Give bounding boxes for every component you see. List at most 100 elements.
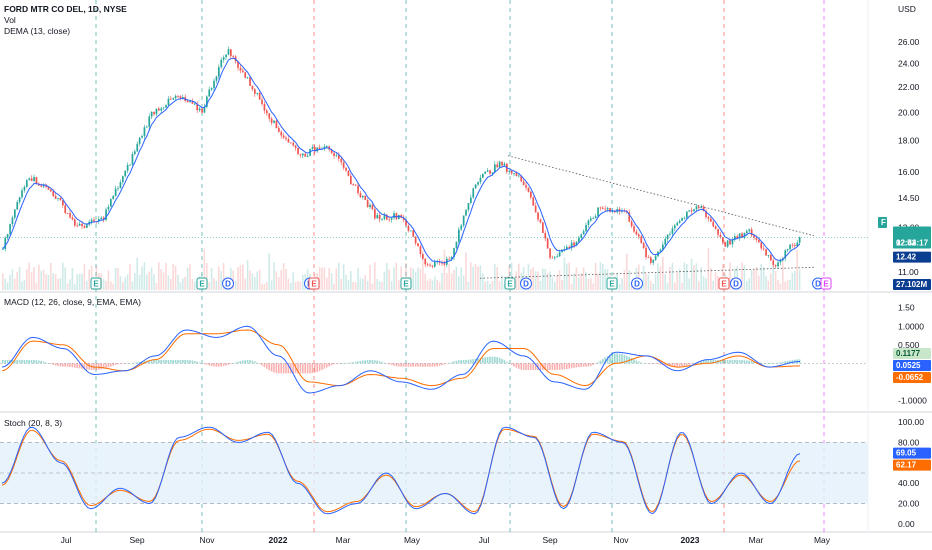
volume-bar [690, 258, 693, 290]
candle [6, 234, 9, 238]
macd-legend[interactable]: MACD (12, 26, close, 9, EMA, EMA) [4, 297, 141, 307]
macd-hist-bar [650, 363, 652, 364]
earnings-marker[interactable]: E [504, 277, 516, 290]
macd-hist-bar [126, 363, 129, 364]
volume-bar [453, 269, 455, 290]
macd-hist-bar [669, 363, 671, 367]
stoch-legend[interactable]: Stoch (20, 8, 3) [4, 418, 63, 428]
volume-bar [246, 260, 249, 290]
candle [333, 152, 335, 156]
macd-hist-bar [573, 363, 575, 368]
macd-hist-bar [258, 363, 261, 364]
earnings-marker[interactable]: E [308, 277, 320, 290]
candle [362, 195, 364, 198]
volume-bar [501, 275, 503, 290]
svg-text:0.1177: 0.1177 [896, 349, 921, 358]
macd-hist-bar [182, 360, 184, 364]
earnings-marker[interactable]: E [820, 277, 832, 290]
earnings-marker[interactable]: E [90, 277, 102, 290]
macd-hist-bar [578, 363, 580, 368]
volume-bar [158, 262, 160, 290]
macd-hist-bar [35, 360, 38, 364]
macd-hist-bar [184, 360, 186, 364]
macd-hist-bar [112, 363, 114, 366]
dividend-marker[interactable]: D [520, 277, 532, 290]
candle [54, 196, 57, 199]
candle [357, 185, 359, 194]
volume-bar [534, 271, 537, 290]
macd-hist-bar [215, 363, 218, 367]
candle [558, 252, 561, 257]
volume-bar [566, 263, 568, 290]
candle [338, 155, 340, 159]
macd-hist-bar [222, 363, 225, 367]
volume-bar [630, 283, 633, 290]
macd-hist-bar [122, 363, 124, 364]
dividend-marker[interactable]: D [730, 277, 742, 290]
volume-bar [47, 274, 50, 290]
volume-bar [597, 273, 599, 290]
candle [239, 67, 242, 71]
candle [652, 259, 655, 263]
macd-hist-bar [702, 360, 705, 364]
macd-hist-bar [602, 358, 604, 364]
macd-hist-bar [369, 360, 371, 364]
macd-hist-bar [710, 360, 712, 364]
svg-text:62.17: 62.17 [896, 461, 917, 470]
volume-bar [556, 275, 558, 290]
volume-bar [378, 281, 381, 290]
svg-text:-0.0652: -0.0652 [896, 373, 924, 382]
macd-hist-bar [194, 361, 196, 364]
candle [9, 224, 11, 235]
volume-bar [623, 269, 626, 290]
macd-hist-bar [750, 361, 753, 364]
price-tick-label: 16.00 [898, 167, 920, 177]
volume-bar [112, 283, 114, 290]
candle [489, 170, 491, 174]
candle [508, 170, 511, 172]
macd-hist-bar [148, 360, 150, 364]
volume-bar [107, 270, 110, 290]
stoch-k-line [1, 426, 801, 515]
macd-hist-bar [335, 363, 338, 364]
earnings-marker[interactable]: E [196, 277, 208, 290]
volume-bar [446, 272, 448, 290]
x-tick-label: Jul [479, 535, 490, 545]
volume-bar [496, 267, 498, 290]
earnings-marker[interactable]: E [606, 277, 618, 290]
volume-bar [561, 280, 563, 290]
earnings-marker[interactable]: E [718, 277, 730, 290]
volume-bar [148, 271, 150, 290]
macd-hist-bar [549, 363, 551, 371]
macd-hist-bar [441, 363, 443, 366]
volume-bar [486, 281, 489, 290]
candle [326, 146, 328, 147]
macd-hist-bar [724, 360, 726, 364]
volume-bar [666, 282, 669, 290]
dividend-marker[interactable]: D [222, 277, 234, 290]
macd-hist-bar [129, 363, 131, 364]
volume-bar [443, 249, 446, 290]
volume-bar [431, 280, 434, 290]
candle [90, 219, 93, 222]
volume-bar [580, 273, 582, 290]
macd-hist-bar [50, 363, 52, 365]
main-legend: FORD MTR CO DEL, 1D, NYSE Vol DEMA (13, … [4, 4, 127, 37]
macd-hist-bar [330, 363, 333, 366]
candle [208, 89, 211, 97]
macd-hist-bar [321, 363, 323, 370]
volume-bar [323, 267, 326, 290]
dema-legend[interactable]: DEMA (13, close) [4, 26, 71, 36]
candle [767, 255, 770, 256]
volume-bar [395, 262, 398, 290]
macd-hist-bar [630, 358, 633, 364]
macd-hist-bar [681, 363, 683, 367]
dividend-marker[interactable]: D [631, 277, 643, 290]
macd-hist-bar [165, 360, 167, 364]
earnings-marker[interactable]: E [400, 277, 412, 290]
macd-hist-bar [508, 363, 510, 364]
candle [431, 265, 434, 267]
volume-legend[interactable]: Vol [4, 15, 16, 25]
symbol-title[interactable]: FORD MTR CO DEL, 1D, NYSE [4, 4, 127, 14]
